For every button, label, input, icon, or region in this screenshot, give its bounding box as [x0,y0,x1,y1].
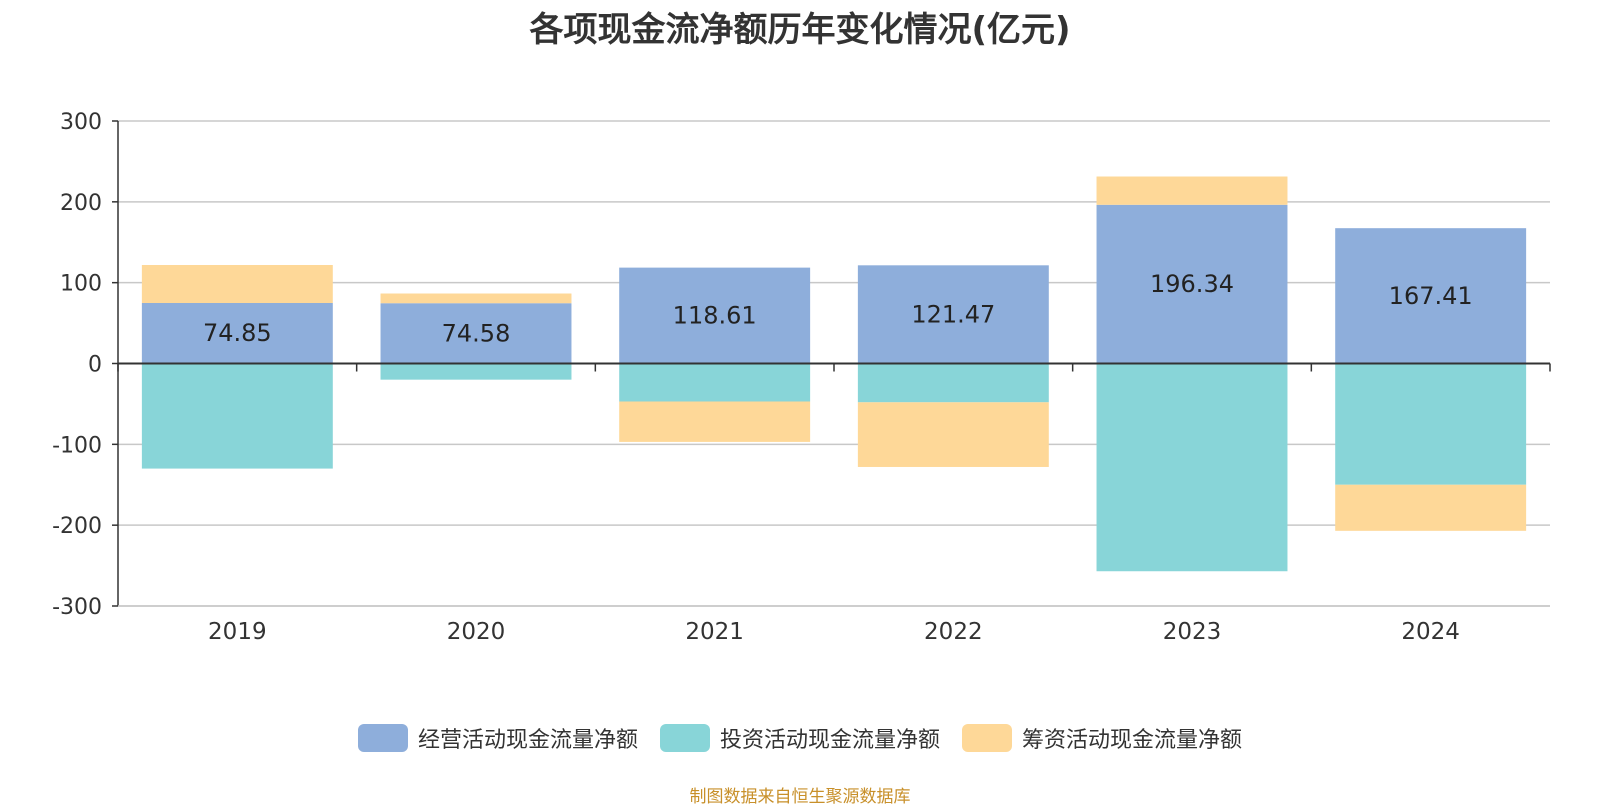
data-label-2024: 167.41 [1389,282,1473,310]
bar-2024-s1[interactable] [1335,363,1527,485]
bar-2020-s2[interactable] [380,293,572,304]
data-label-2020: 74.58 [442,319,511,347]
bar-2022-s0[interactable] [857,265,1049,364]
x-tick-label: 2021 [685,619,744,645]
bar-2021-s0[interactable] [619,267,811,364]
y-tick-label: -300 [52,595,102,620]
y-tick-label: -100 [52,433,102,458]
legend-item-financing[interactable]: 筹资活动现金流量净额 [962,722,1242,754]
legend-item-investing[interactable]: 投资活动现金流量净额 [659,722,940,754]
y-tick-label: 300 [60,110,102,135]
data-label-2023: 196.34 [1150,270,1234,298]
y-tick-label: 0 [88,353,102,378]
legend-swatch-investing [659,724,710,752]
data-label-2019: 74.85 [203,319,272,347]
bar-2021-s1[interactable] [619,363,811,402]
bar-2024-s2[interactable] [1335,484,1527,531]
axes: 300 200 100 0 -100 -200 -300 2019 2020 2021 2022 20… [52,110,1551,645]
chart-title: 各项现金流净额历年变化情况(亿元) [529,10,1071,50]
data-label-2021: 118.61 [673,302,757,330]
x-tick-label: 2019 [208,619,267,645]
bar-2019-s0[interactable] [141,302,333,364]
bar-2019-s2[interactable] [141,265,333,303]
bar-2020-s1[interactable] [380,363,572,380]
y-tick-label: 100 [60,272,102,297]
legend-swatch-financing [962,724,1012,752]
x-tick-label: 2020 [447,619,506,645]
bars [141,176,1527,572]
x-tick-label: 2024 [1401,619,1460,645]
x-tick-label: 2023 [1163,619,1222,645]
bar-2021-s2[interactable] [619,401,811,442]
legend-swatch-operating [357,724,408,752]
legend-label-investing: 投资活动现金流量净额 [719,728,940,753]
y-tick-label: -200 [52,514,102,539]
bar-2023-s1[interactable] [1096,363,1288,572]
legend-label-operating: 经营活动现金流量净额 [417,728,638,753]
legend-item-operating[interactable]: 经营活动现金流量净额 [357,722,638,754]
bar-2020-s0[interactable] [380,303,572,364]
bar-2023-s0[interactable] [1096,204,1288,364]
bar-2024-s0[interactable] [1335,228,1527,364]
data-label-2022: 121.47 [911,300,995,328]
bar-2019-s1[interactable] [141,363,333,469]
legend-label-financing: 筹资活动现金流量净额 [1022,728,1243,753]
bar-2022-s1[interactable] [857,363,1049,403]
legend: 经营活动现金流量净额 投资活动现金流量净额 筹资活动现金流量净额 [0,722,1600,754]
bar-2022-s2[interactable] [857,402,1049,467]
source-note: 制图数据来自恒生聚源数据库 [689,787,911,807]
x-tick-label: 2022 [924,619,983,645]
data-labels: 74.85 74.58 118.61 121.47 196.34 167.41 [203,270,1473,347]
bar-2023-s2[interactable] [1096,176,1288,205]
y-tick-label: 200 [60,191,102,216]
